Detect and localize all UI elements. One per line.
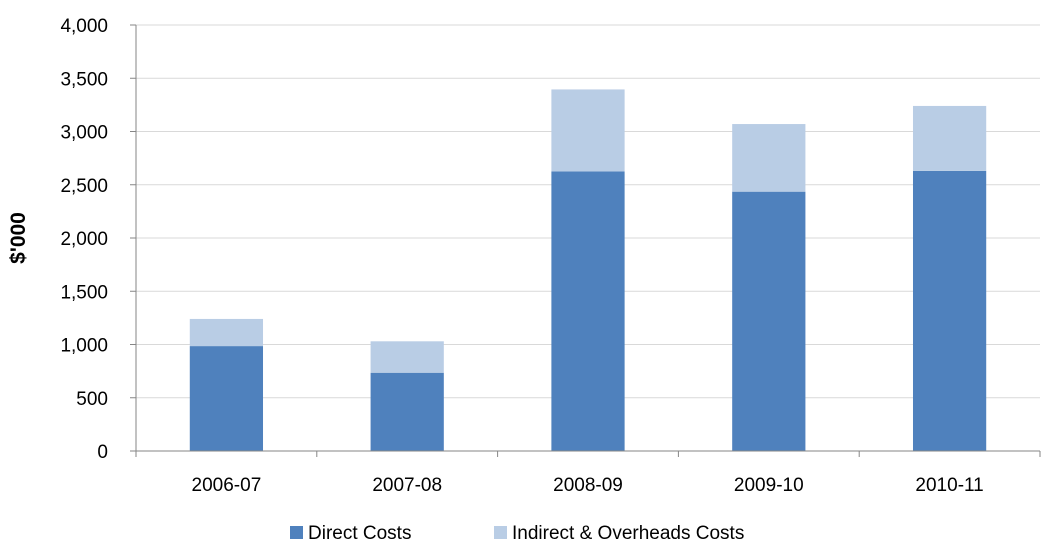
y-axis-title: $'000 [7, 212, 30, 264]
legend-item-indirect-overheads-costs: Indirect & Overheads Costs [494, 523, 744, 544]
bars [189, 89, 987, 452]
legend-item-direct-costs: Direct Costs [290, 523, 411, 544]
bar-indirect-overheads-costs [370, 341, 444, 373]
legend: Direct Costs Indirect & Overheads Costs [290, 523, 744, 544]
axes [130, 24, 1041, 457]
bar-indirect-overheads-costs [551, 89, 625, 172]
y-tick-label: 1,000 [60, 336, 108, 357]
bar-direct-costs [189, 346, 264, 451]
x-tick-label: 2010-11 [915, 475, 983, 496]
legend-label: Indirect & Overheads Costs [512, 523, 744, 544]
x-tick-label: 2007-08 [372, 475, 442, 496]
y-tick-label: 2,000 [60, 229, 108, 250]
y-tick-label: 500 [76, 389, 108, 410]
y-tick-label: 2,500 [60, 176, 108, 197]
y-tick-label: 1,500 [60, 282, 108, 303]
y-tick-label: 3,000 [60, 123, 108, 144]
legend-label: Direct Costs [308, 523, 411, 544]
bar-indirect-overheads-costs [912, 105, 987, 171]
bar-direct-costs [551, 171, 625, 451]
x-tick-label: 2008-09 [553, 475, 623, 496]
x-tick-label: 2006-07 [192, 475, 262, 496]
y-tick-label: 3,500 [60, 69, 108, 90]
x-tick-label: 2009-10 [734, 475, 804, 496]
y-tick-label: 4,000 [60, 16, 108, 37]
y-tick-labels: 0 500 1,000 1,500 2,000 2,500 3,000 3,500 4,000 [60, 16, 108, 463]
bar-direct-costs [370, 372, 444, 451]
bar-direct-costs [912, 170, 987, 451]
legend-swatch [494, 526, 507, 539]
x-tick-labels: 2006-07 2007-08 2008-09 2009-10 2010-11 [192, 475, 984, 496]
bar-indirect-overheads-costs [732, 124, 806, 192]
y-tick-label: 0 [97, 442, 108, 463]
legend-swatch [290, 526, 303, 539]
bar-direct-costs [732, 191, 806, 452]
bar-indirect-overheads-costs [189, 318, 264, 347]
